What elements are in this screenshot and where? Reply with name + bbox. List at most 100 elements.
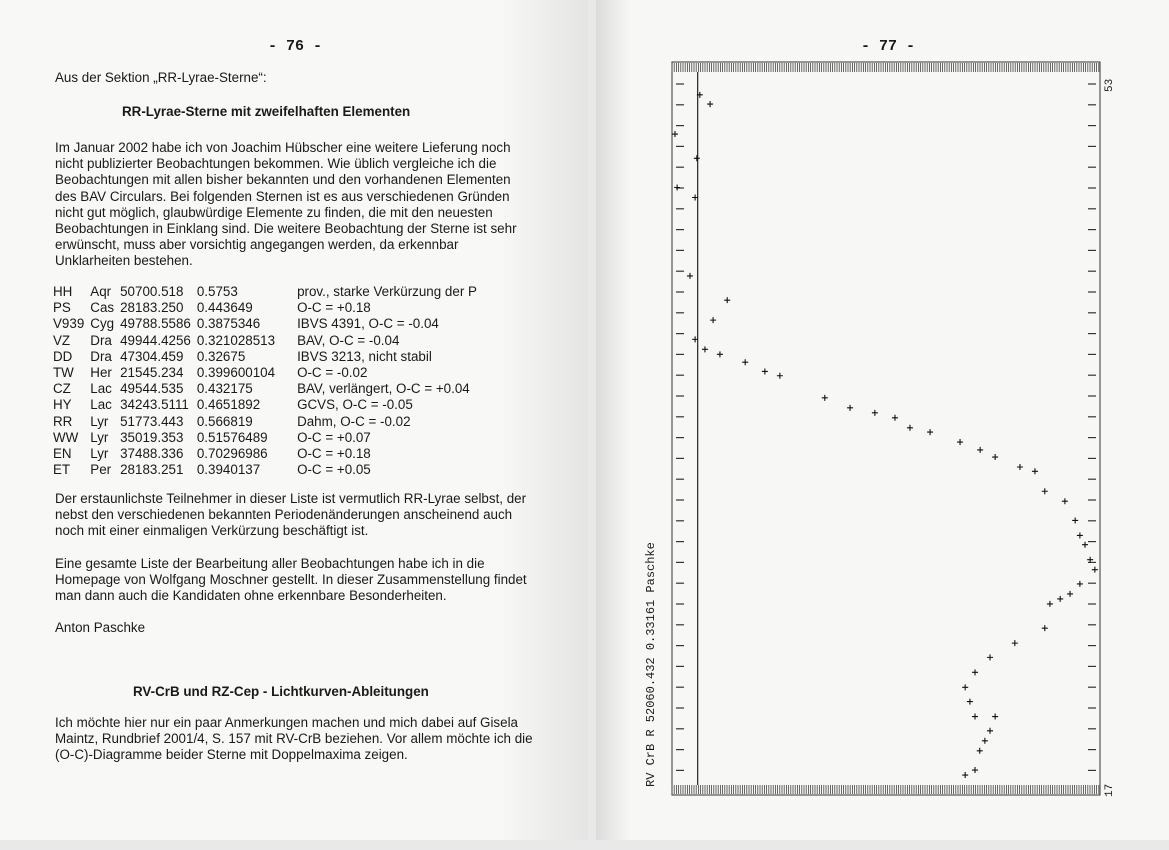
plot-frame <box>671 61 1101 796</box>
table-cell: 0.399600104 <box>196 365 276 381</box>
data-point <box>1067 590 1074 597</box>
table-cell: Dra <box>90 332 112 348</box>
table-cell: BAV, O-C = -0.04 <box>297 332 400 348</box>
data-point <box>1041 625 1048 632</box>
data-point <box>1076 532 1083 539</box>
table-cell: 0.51576489 <box>196 429 268 445</box>
table-cell: Per <box>90 462 112 478</box>
table-cell: TW <box>53 365 74 381</box>
data-point <box>871 409 878 416</box>
table-cell: 0.4651892 <box>196 397 261 413</box>
table-cell: Lac <box>90 397 112 413</box>
table-cell: 37488.336 <box>120 446 184 462</box>
data-point <box>977 446 984 453</box>
table-row: TW Her 21545.234 0.399600104 O-C = -0.02 <box>53 365 483 381</box>
table-cell: 0.443649 <box>196 300 253 316</box>
chart-title: RV CrB R 52060.432 0.33161 Paschke <box>644 542 658 787</box>
data-point <box>972 767 979 774</box>
table-cell: 28183.251 <box>120 462 184 478</box>
table-cell: 51773.443 <box>120 413 184 429</box>
section-intro: Aus der Sektion „RR-Lyrae-Sterne“: <box>55 70 267 85</box>
data-point <box>1061 498 1068 505</box>
data-point <box>957 439 964 446</box>
data-point <box>716 351 723 358</box>
table-cell: 49944.4256 <box>120 332 191 348</box>
data-point <box>761 368 768 375</box>
data-point <box>1087 556 1094 563</box>
table-cell: O-C = +0.05 <box>297 462 371 478</box>
heading: RV-CrB und RZ-Cep - Lichtkurven-Ableitun… <box>133 684 429 699</box>
table-cell: O-C = +0.18 <box>297 300 371 316</box>
table-cell: DD <box>53 348 73 364</box>
data-point <box>987 727 994 734</box>
table-cell: Cas <box>90 300 115 316</box>
table-cell: PS <box>53 300 71 316</box>
table-cell: HH <box>53 284 73 299</box>
data-point <box>962 684 969 691</box>
table-cell: Lyr <box>90 446 109 462</box>
table-row: RR Lyr 51773.443 0.566819 Dahm, O-C = -0.02 <box>53 414 483 430</box>
data-point <box>1016 464 1023 471</box>
table-row: WW Lyr 35019.353 0.51576489 O-C = +0.07 <box>53 430 483 446</box>
table-cell: GCVS, O-C = -0.05 <box>297 397 413 413</box>
page-number: - 77 - <box>861 38 916 55</box>
paragraph: Ich möchte hier nur ein paar Anmerkungen… <box>55 715 533 763</box>
table-cell: 0.566819 <box>196 413 253 429</box>
table-cell: 0.3875346 <box>196 316 261 332</box>
data-point <box>1082 541 1089 548</box>
table-cell: 49544.535 <box>120 381 184 397</box>
data-point <box>696 91 703 98</box>
table-cell: Dahm, O-C = -0.02 <box>297 413 411 429</box>
table-cell: Lyr <box>90 413 109 429</box>
data-point <box>972 713 979 720</box>
table-cell: O-C = +0.07 <box>297 429 371 445</box>
table-row: V939 Cyg 49788.5586 0.3875346 IBVS 4391, O-C… <box>53 316 483 332</box>
data-point <box>1091 566 1098 573</box>
table-cell: O-C = -0.02 <box>297 365 368 381</box>
data-point <box>671 131 678 138</box>
table-row: HY Lac 34243.5111 0.4651892 GCVS, O-C = -0.0… <box>53 397 483 413</box>
table-cell: V939 <box>53 316 85 332</box>
data-point <box>692 194 699 201</box>
data-point <box>976 747 983 754</box>
table-cell: BAV, verlängert, O-C = +0.04 <box>297 381 470 397</box>
table-cell: O-C = +0.18 <box>297 446 371 462</box>
corner-label-top: 53 <box>1104 78 1116 92</box>
table-cell: HY <box>53 397 72 413</box>
table-row: HH Aqr 50700.518 0.5753 prov., starke Verkür… <box>53 284 483 300</box>
data-point <box>906 424 913 431</box>
table-cell: 0.70296986 <box>196 446 268 462</box>
table-cell: Aqr <box>90 284 112 299</box>
table-row: PS Cas 28183.250 0.443649 O-C = +0.18 <box>53 300 483 316</box>
table-cell: ET <box>53 462 71 478</box>
data-point <box>1057 595 1064 602</box>
data-point <box>981 737 988 744</box>
table-cell: Cyg <box>90 316 115 332</box>
data-point <box>1076 580 1083 587</box>
table-cell: Her <box>90 365 112 381</box>
table-row: DD Dra 47304.459 0.32675 IBVS 3213, nicht st… <box>53 349 483 365</box>
paragraph: Im Januar 2002 habe ich von Joachim Hübs… <box>55 140 517 269</box>
data-point <box>1031 468 1038 475</box>
table-cell: RR <box>53 413 73 429</box>
table-cell: 0.321028513 <box>196 332 276 348</box>
table-cell: 50700.518 <box>120 284 184 299</box>
table-cell: EN <box>53 446 72 462</box>
data-point <box>742 359 749 366</box>
data-point <box>927 429 934 436</box>
data-point <box>891 414 898 421</box>
table-row: VZ Dra 49944.4256 0.321028513 BAV, O-C = -0.… <box>53 333 483 349</box>
table-cell: 0.32675 <box>196 348 246 364</box>
data-point <box>710 317 717 324</box>
paragraph: Der erstaunlichste Teilnehmer in dieser … <box>55 491 527 539</box>
data-point <box>776 372 783 379</box>
right-page: - 77 - <box>596 0 1169 840</box>
table-cell: Lac <box>90 381 112 397</box>
data-point <box>966 698 973 705</box>
data-point <box>962 772 969 779</box>
data-point <box>701 346 708 353</box>
data-point <box>724 297 731 304</box>
data-point <box>707 101 714 108</box>
table-cell: 0.432175 <box>196 381 253 397</box>
